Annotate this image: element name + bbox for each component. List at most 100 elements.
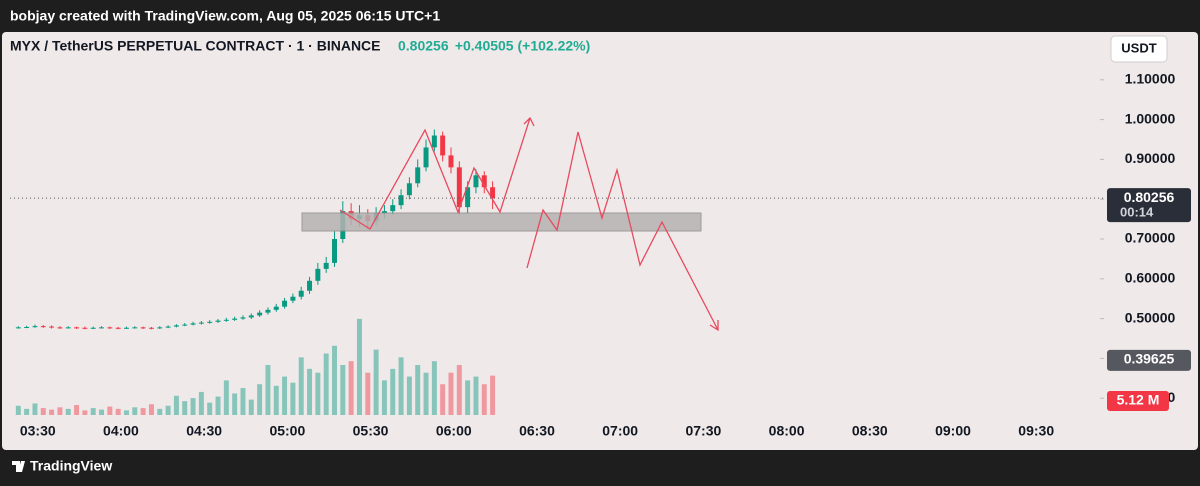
- candle-body: [332, 239, 337, 263]
- brand-name: TradingView: [30, 458, 112, 474]
- header-text: bobjay created with TradingView.com, Aug…: [10, 8, 440, 24]
- candle-body: [173, 325, 179, 327]
- volume-bar: [107, 406, 113, 415]
- candle-body: [232, 318, 238, 320]
- candle-body: [190, 323, 196, 325]
- volume-bar: [140, 408, 146, 415]
- volume-bar: [323, 353, 329, 415]
- volume-bar: [265, 365, 271, 415]
- volume-bar: [332, 345, 337, 415]
- volume-bar: [198, 391, 204, 415]
- y-tick-label: 1.10000: [1125, 70, 1176, 86]
- volume-bar: [90, 408, 96, 415]
- candle-body: [423, 147, 429, 168]
- currency[interactable]: USDT: [1121, 40, 1156, 55]
- volume-bar: [123, 410, 129, 415]
- candle-body: [74, 327, 80, 329]
- price-line-badge: [1107, 349, 1191, 371]
- candle-body: [148, 327, 154, 329]
- candle-body: [157, 327, 163, 329]
- candle-body: [40, 326, 46, 328]
- candle-body: [57, 327, 63, 329]
- volume-bar: [49, 409, 55, 415]
- candle-body: [123, 327, 129, 329]
- y-tick-label: 0.90000: [1125, 150, 1176, 166]
- x-tick-label: 09:00: [935, 423, 971, 439]
- last-price-label: 0.80256: [1124, 189, 1175, 205]
- volume-bar: [490, 375, 496, 415]
- volume-bar: [157, 408, 163, 415]
- candle-body: [273, 306, 279, 310]
- volume-badge-label: 5.12 M: [1117, 392, 1160, 408]
- candle-body: [323, 262, 329, 269]
- candle-body: [240, 317, 246, 319]
- volume-bar: [148, 404, 154, 415]
- price-line-label: 0.39625: [1124, 351, 1175, 367]
- candle-body: [49, 326, 55, 328]
- volume-bar: [15, 405, 21, 415]
- candle-body: [406, 183, 412, 196]
- volume-badge: [1107, 391, 1169, 411]
- volume-bar: [173, 395, 179, 415]
- volume-bar: [390, 368, 396, 415]
- candle-body: [207, 321, 213, 323]
- candle-body: [165, 326, 171, 328]
- candle-body: [431, 135, 437, 148]
- volume-bar: [40, 408, 46, 415]
- candle-body: [390, 205, 396, 212]
- x-tick-label: 05:00: [269, 423, 305, 439]
- arrow-head: [523, 116, 535, 127]
- candle-body: [473, 175, 479, 188]
- volume-bar: [348, 361, 354, 415]
- x-tick-label: 08:00: [769, 423, 805, 439]
- volume-bar: [406, 376, 412, 415]
- price-change: +0.40505 (+102.22%): [455, 38, 590, 54]
- volume-bar: [190, 398, 196, 415]
- candle-body: [24, 326, 30, 328]
- volume-bar: [207, 402, 213, 415]
- volume-bar: [165, 405, 171, 415]
- volume-bar: [448, 372, 454, 415]
- candle-body: [248, 315, 254, 318]
- volume-bar: [273, 385, 279, 415]
- candle-body: [315, 268, 321, 281]
- arrow-head: [709, 320, 719, 332]
- candle-body: [465, 187, 471, 208]
- volume-bar: [415, 365, 421, 415]
- volume-bar: [431, 361, 437, 415]
- candle-body: [257, 312, 263, 316]
- candle-body: [481, 175, 487, 188]
- volume-bar: [365, 372, 371, 415]
- y-tick-label: 0.70000: [1125, 230, 1176, 246]
- volume-bar: [257, 384, 263, 415]
- volume-bar: [440, 384, 446, 415]
- candle-body: [140, 327, 146, 329]
- volume-bar: [240, 388, 246, 415]
- volume-bar: [356, 318, 362, 415]
- currency-box[interactable]: [1110, 35, 1168, 63]
- candle-body: [490, 187, 496, 199]
- candle-body: [107, 327, 113, 329]
- volume-bar: [373, 349, 379, 415]
- volume-bar: [423, 372, 429, 415]
- volume-bar: [307, 368, 313, 415]
- volume-bar: [298, 357, 304, 415]
- candle-body: [65, 327, 71, 329]
- volume-bar: [290, 382, 296, 415]
- x-tick-label: 08:30: [852, 423, 888, 439]
- candle-body: [15, 327, 21, 329]
- volume-bar: [232, 393, 238, 415]
- candle-body: [282, 300, 288, 307]
- plot: 0.300000.400000.500000.600000.700000.800…: [10, 70, 1191, 439]
- volume-bar: [215, 396, 221, 415]
- footer: [0, 450, 1200, 486]
- volume-bar: [115, 408, 121, 415]
- candle-body: [307, 280, 313, 291]
- candle-body: [298, 290, 304, 297]
- x-tick-label: 03:30: [20, 423, 56, 439]
- volume-bar: [132, 407, 138, 415]
- candle-body: [32, 326, 38, 328]
- candle-body: [440, 135, 446, 156]
- volume-bar: [282, 376, 288, 415]
